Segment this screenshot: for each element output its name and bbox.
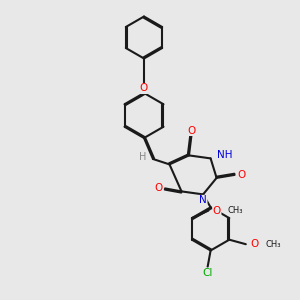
Text: NH: NH bbox=[217, 150, 233, 161]
Text: O: O bbox=[250, 239, 258, 249]
Text: O: O bbox=[237, 170, 245, 180]
Text: O: O bbox=[187, 125, 196, 136]
Text: H: H bbox=[139, 152, 146, 163]
Text: CH₃: CH₃ bbox=[228, 206, 243, 215]
Text: O: O bbox=[154, 183, 163, 194]
Text: O: O bbox=[213, 206, 221, 216]
Text: O: O bbox=[140, 83, 148, 94]
Text: CH₃: CH₃ bbox=[265, 240, 281, 249]
Text: Cl: Cl bbox=[202, 268, 213, 278]
Text: N: N bbox=[199, 195, 207, 206]
